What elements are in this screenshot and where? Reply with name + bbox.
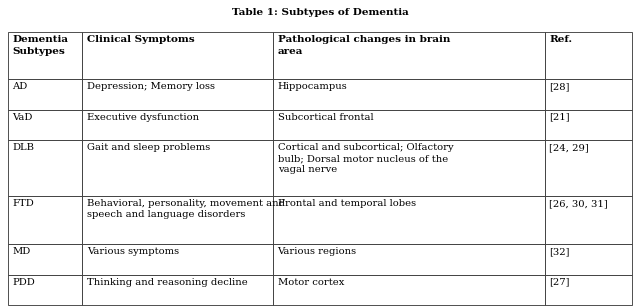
Bar — [545, 275, 632, 305]
Text: Subcortical frontal: Subcortical frontal — [278, 113, 373, 122]
Bar — [82, 110, 273, 140]
Bar — [8, 140, 82, 196]
Bar — [273, 32, 545, 79]
Text: Dementia
Subtypes: Dementia Subtypes — [12, 35, 68, 55]
Bar — [273, 196, 545, 244]
Bar — [82, 140, 273, 196]
Bar — [8, 79, 82, 110]
Text: [26, 30, 31]: [26, 30, 31] — [549, 199, 608, 208]
Text: [21]: [21] — [549, 113, 570, 122]
Text: Thinking and reasoning decline: Thinking and reasoning decline — [86, 278, 247, 287]
Bar — [545, 110, 632, 140]
Text: Frontal and temporal lobes: Frontal and temporal lobes — [278, 199, 415, 208]
Bar — [273, 110, 545, 140]
Text: [32]: [32] — [549, 247, 570, 257]
Text: Gait and sleep problems: Gait and sleep problems — [86, 143, 210, 152]
Bar — [8, 196, 82, 244]
Text: [24, 29]: [24, 29] — [549, 143, 589, 152]
Text: Executive dysfunction: Executive dysfunction — [86, 113, 199, 122]
Bar — [82, 275, 273, 305]
Bar — [545, 32, 632, 79]
Bar — [545, 196, 632, 244]
Text: Depression; Memory loss: Depression; Memory loss — [86, 82, 214, 91]
Text: VaD: VaD — [12, 113, 33, 122]
Text: Motor cortex: Motor cortex — [278, 278, 344, 287]
Text: Various regions: Various regions — [278, 247, 356, 257]
Bar — [8, 32, 82, 79]
Bar — [545, 244, 632, 275]
Bar — [82, 244, 273, 275]
Text: [28]: [28] — [549, 82, 570, 91]
Bar — [273, 275, 545, 305]
Bar — [8, 275, 82, 305]
Bar — [545, 140, 632, 196]
Text: MD: MD — [12, 247, 31, 257]
Text: Pathological changes in brain
area: Pathological changes in brain area — [278, 35, 450, 55]
Text: Behavioral, personality, movement and
speech and language disorders: Behavioral, personality, movement and sp… — [86, 199, 285, 219]
Text: Hippocampus: Hippocampus — [278, 82, 348, 91]
Text: Clinical Symptoms: Clinical Symptoms — [86, 35, 194, 44]
Text: Table 1: Subtypes of Dementia: Table 1: Subtypes of Dementia — [232, 8, 408, 17]
Text: Cortical and subcortical; Olfactory
bulb; Dorsal motor nucleus of the
vagal nerv: Cortical and subcortical; Olfactory bulb… — [278, 143, 453, 174]
Bar — [82, 196, 273, 244]
Bar — [273, 244, 545, 275]
Text: PDD: PDD — [12, 278, 35, 287]
Bar — [82, 32, 273, 79]
Bar — [273, 79, 545, 110]
Text: Ref.: Ref. — [549, 35, 573, 44]
Bar — [8, 110, 82, 140]
Bar — [8, 244, 82, 275]
Text: FTD: FTD — [12, 199, 34, 208]
Bar — [273, 140, 545, 196]
Bar — [82, 79, 273, 110]
Bar — [545, 79, 632, 110]
Text: AD: AD — [12, 82, 28, 91]
Text: Various symptoms: Various symptoms — [86, 247, 179, 257]
Text: [27]: [27] — [549, 278, 570, 287]
Text: DLB: DLB — [12, 143, 34, 152]
